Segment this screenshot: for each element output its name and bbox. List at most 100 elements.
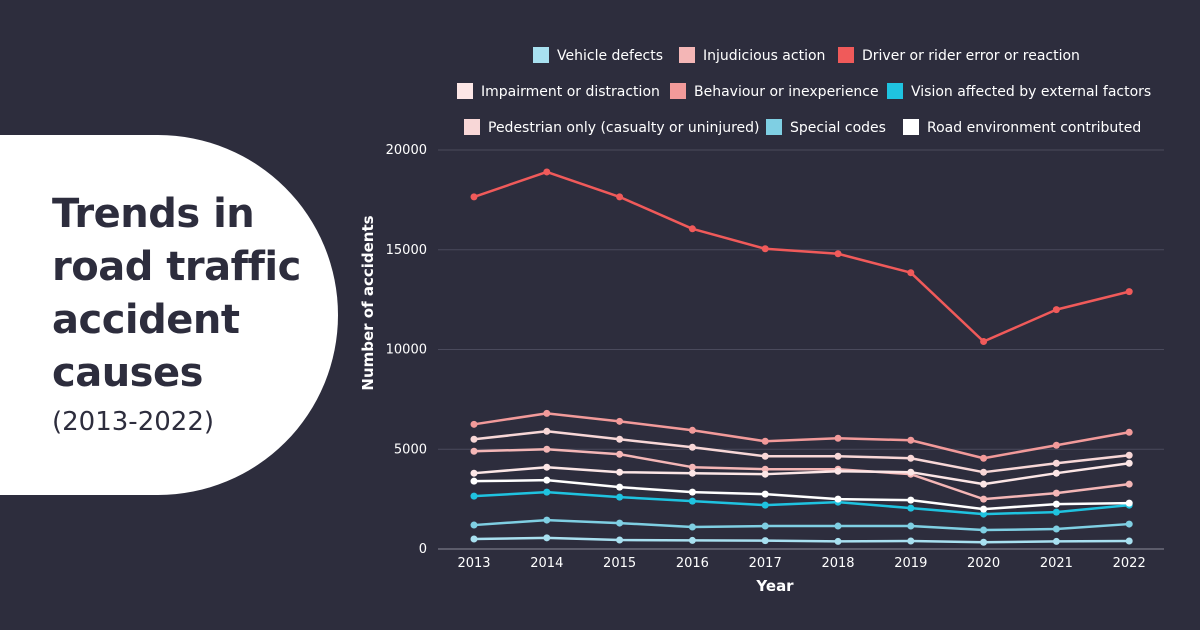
legend-swatch <box>464 119 480 135</box>
data-point <box>688 536 696 544</box>
x-tick-label: 2014 <box>530 556 563 571</box>
x-tick-label: 2013 <box>457 556 490 571</box>
data-point <box>907 522 915 530</box>
legend-swatch <box>903 119 919 135</box>
data-point <box>470 535 478 543</box>
data-point <box>470 492 478 500</box>
data-point <box>980 510 988 518</box>
data-point <box>980 454 988 462</box>
data-point <box>543 534 551 542</box>
data-point <box>543 488 551 496</box>
data-point <box>834 467 842 475</box>
data-point <box>761 452 769 460</box>
data-point <box>761 501 769 509</box>
data-point <box>470 435 478 443</box>
data-point <box>980 526 988 534</box>
data-point <box>470 521 478 529</box>
data-point <box>688 469 696 477</box>
title-panel <box>0 135 338 495</box>
legend-label: Behaviour or inexperience <box>694 84 879 100</box>
legend-swatch <box>766 119 782 135</box>
series-group <box>470 488 1133 518</box>
data-point <box>761 522 769 530</box>
series-group <box>470 459 1133 488</box>
chart-title: Trends in road traffic accident causes <box>52 191 301 396</box>
chart-legend: Vehicle defects Injudicious action Driver … <box>457 47 1151 136</box>
data-point <box>616 536 624 544</box>
series-group <box>470 168 1133 346</box>
y-axis-title: Number of accidents <box>359 215 377 390</box>
series-line <box>473 461 1130 486</box>
legend-swatch <box>533 47 549 63</box>
data-point <box>834 250 842 258</box>
data-point <box>1052 441 1060 449</box>
series-line <box>473 170 1130 343</box>
legend-label: Impairment or distraction <box>481 84 660 100</box>
series-group <box>470 427 1133 476</box>
data-point <box>1125 480 1133 488</box>
series-group <box>470 445 1133 503</box>
data-point <box>616 450 624 458</box>
data-point <box>1052 525 1060 533</box>
data-point <box>834 452 842 460</box>
data-point <box>470 447 478 455</box>
series-group <box>470 516 1133 534</box>
data-point <box>1125 428 1133 436</box>
y-tick-label: 15000 <box>386 243 427 258</box>
series-group <box>470 409 1133 462</box>
data-point <box>761 537 769 545</box>
legend-swatch <box>838 47 854 63</box>
data-point <box>688 463 696 471</box>
x-tick-label: 2022 <box>1113 556 1146 571</box>
data-point <box>1125 451 1133 459</box>
data-point <box>834 537 842 545</box>
data-point <box>980 538 988 546</box>
data-point <box>470 477 478 485</box>
legend-label: Injudicious action <box>703 48 825 64</box>
data-point <box>980 480 988 488</box>
data-point <box>761 245 769 253</box>
series-line <box>473 430 1130 474</box>
data-point <box>616 435 624 443</box>
legend-item: Vision affected by external factors <box>887 83 1151 100</box>
data-point <box>688 443 696 451</box>
data-point <box>616 468 624 476</box>
data-point <box>980 495 988 503</box>
data-point <box>688 225 696 233</box>
legend-item: Pedestrian only (casualty or uninjured) <box>464 119 760 136</box>
data-point <box>907 436 915 444</box>
data-point <box>907 496 915 504</box>
x-tick-label: 2021 <box>1040 556 1073 571</box>
data-point <box>1125 537 1133 545</box>
data-point <box>688 426 696 434</box>
data-point <box>907 269 915 277</box>
series-line <box>473 490 1130 516</box>
data-point <box>907 537 915 545</box>
legend-swatch <box>457 83 473 99</box>
data-point <box>1052 537 1060 545</box>
legend-label: Pedestrian only (casualty or uninjured) <box>488 120 760 136</box>
data-point <box>980 505 988 513</box>
data-point <box>1125 288 1133 296</box>
legend-item: Impairment or distraction <box>457 83 660 100</box>
legend-label: Vehicle defects <box>557 48 663 64</box>
y-tick-label: 10000 <box>386 343 427 358</box>
legend-swatch <box>887 83 903 99</box>
x-tick-label: 2018 <box>821 556 854 571</box>
x-axis-ticks: 2013 2014 2015 2016 2017 2018 2019 2020 2021 2022 <box>457 556 1145 571</box>
data-point <box>1125 499 1133 507</box>
data-point <box>543 463 551 471</box>
legend-item: Injudicious action <box>679 47 825 64</box>
x-tick-label: 2016 <box>676 556 709 571</box>
data-point <box>543 516 551 524</box>
legend-item: Behaviour or inexperience <box>670 83 879 100</box>
data-point <box>1052 459 1060 467</box>
legend-item: Driver or rider error or reaction <box>838 47 1080 64</box>
data-point <box>1125 520 1133 528</box>
data-point <box>980 468 988 476</box>
data-point <box>616 483 624 491</box>
legend-swatch <box>679 47 695 63</box>
data-point <box>1125 459 1133 467</box>
data-point <box>980 338 988 346</box>
